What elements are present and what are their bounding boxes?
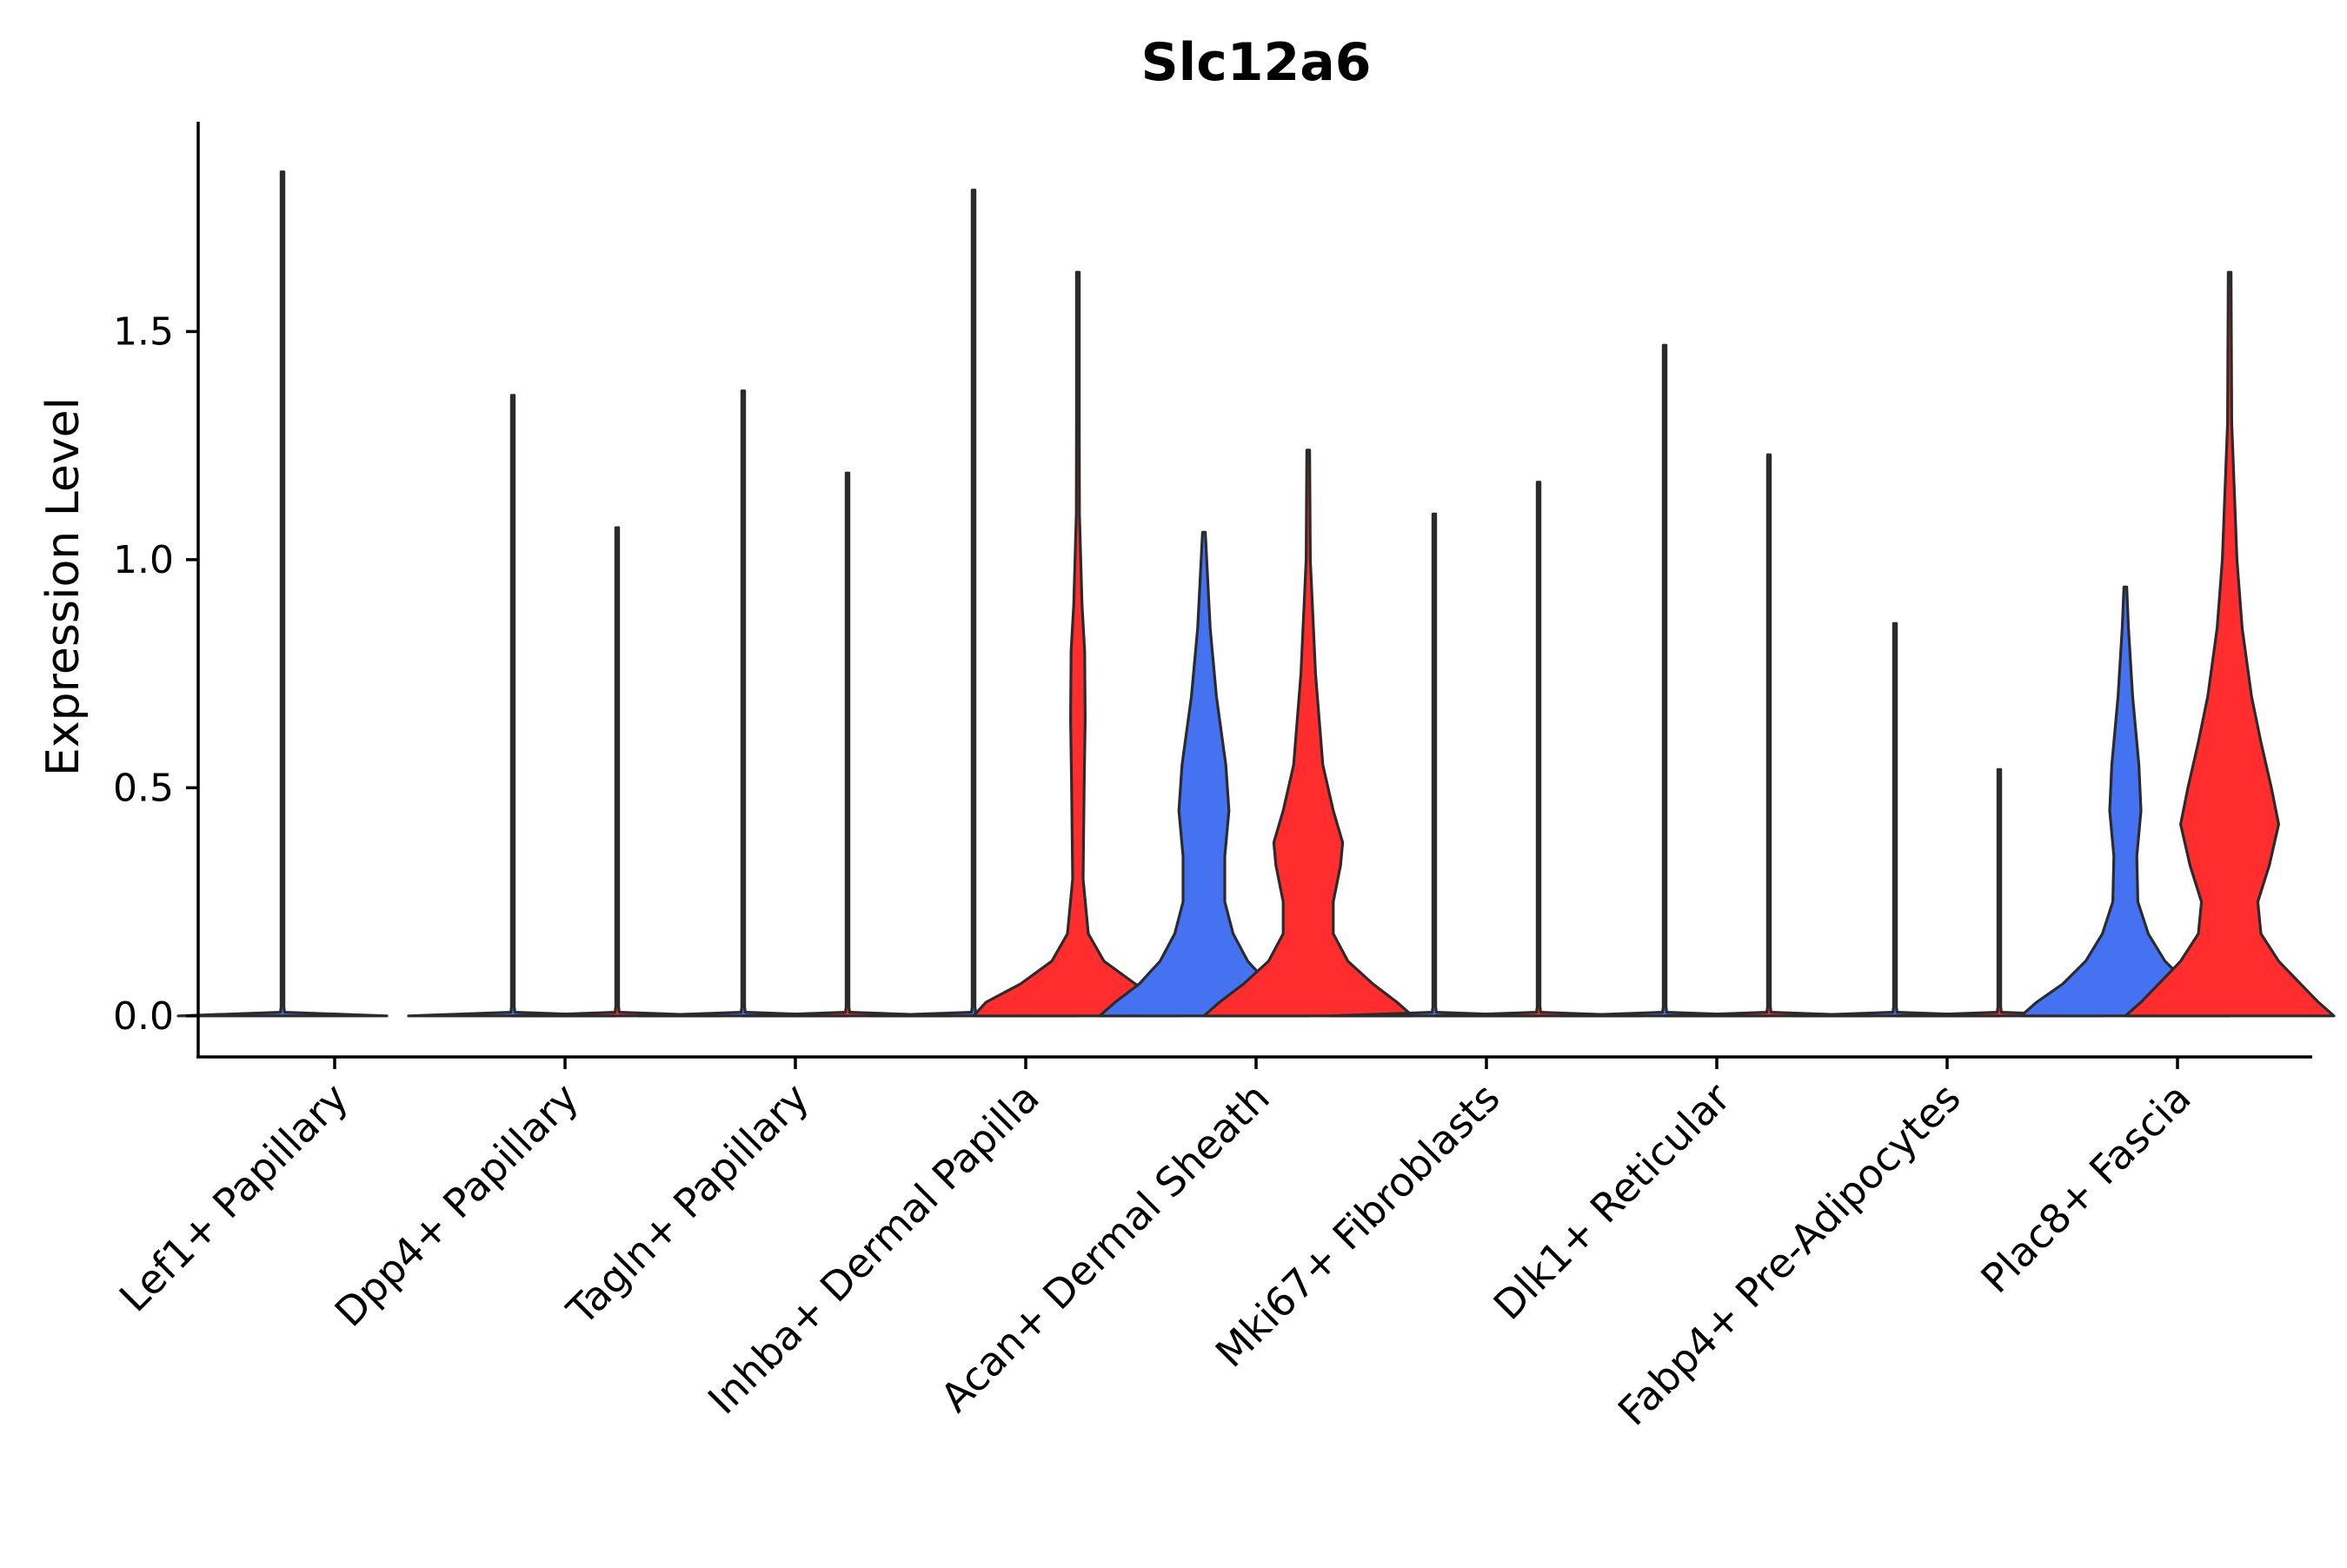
violin-3-group2 (972, 270, 1184, 1018)
violin-4-group1 (1098, 530, 1310, 1018)
violin-7-group2 (1893, 767, 2105, 1018)
x-tick-label: Lef1+ Papillary (110, 1074, 357, 1321)
x-tick-label: Dpp4+ Papillary (326, 1074, 588, 1336)
y-tick-label: 0.0 (113, 994, 174, 1039)
violins-layer (176, 170, 2336, 1018)
y-ticks: 0.0 0.5 1.0 1.5 (113, 309, 198, 1039)
x-tick-label: Dlk1+ Reticular (1485, 1074, 1739, 1329)
violin-6-group1 (1559, 343, 1771, 1018)
violin-1-group1 (407, 394, 619, 1018)
axes-layer (196, 122, 2312, 1059)
violin-8-group1 (2019, 585, 2231, 1018)
violin-1-group2 (511, 526, 723, 1018)
violin-5-group2 (1433, 481, 1645, 1018)
y-tick-label: 0.5 (113, 766, 174, 810)
y-tick-label: 1.0 (113, 538, 174, 582)
violin-3-group1 (868, 189, 1080, 1018)
violin-2-group2 (741, 471, 954, 1018)
y-axis-label: Expression Level (37, 397, 90, 776)
violin-5-group1 (1328, 512, 1540, 1018)
x-tick-label: Plac8+ Fascia (1971, 1074, 2199, 1302)
y-tick-label: 1.5 (113, 309, 174, 354)
violin-7-group1 (1789, 621, 2001, 1018)
violin-0-group1 (176, 170, 389, 1018)
x-tick-label: Tagln+ Papillary (557, 1074, 818, 1335)
violin-2-group1 (637, 389, 849, 1018)
violin-8-group2 (2124, 270, 2336, 1018)
violin-4-group2 (1202, 448, 1414, 1018)
chart-title: Slc12a6 (1140, 32, 1371, 93)
violin-6-group2 (1663, 453, 1875, 1018)
